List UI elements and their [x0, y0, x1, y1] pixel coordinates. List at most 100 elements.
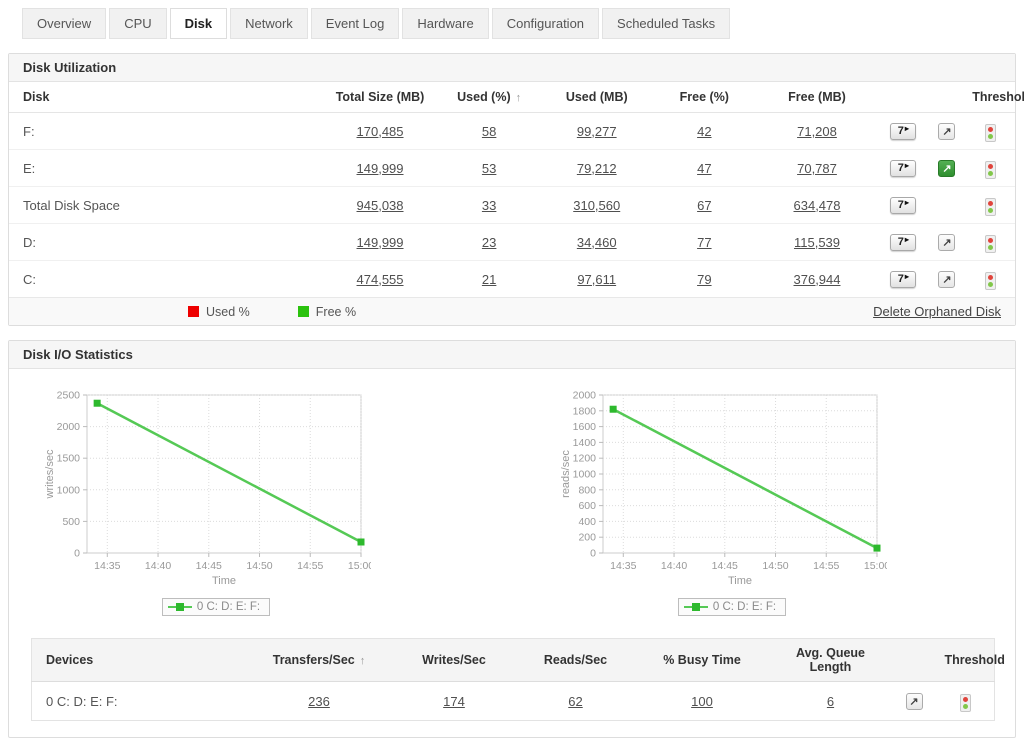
disk-label: C:: [23, 271, 36, 287]
disk-utilization-panel: Disk Utilization Disk Total Size (MB) Us…: [8, 53, 1024, 326]
total-size-link[interactable]: 170,485: [356, 123, 404, 139]
col-used-pct[interactable]: Used (%) ↑: [438, 82, 540, 113]
report-arrow-icon: ▸: [904, 234, 909, 244]
col-transfers[interactable]: Transfers/Sec ↑: [246, 638, 392, 682]
free-mb-link[interactable]: 71,208: [797, 123, 837, 139]
svg-text:200: 200: [578, 532, 596, 544]
used-mb-link[interactable]: 310,560: [573, 197, 621, 213]
writes-per-sec-chart: 0 500 1000 1500 2000 2500 14:35 14:40 14:45 14:50…: [41, 385, 374, 616]
sort-asc-icon: ↑: [359, 655, 366, 667]
io-stats-table: Devices Transfers/Sec ↑ Writes/Sec Reads/…: [31, 638, 1005, 721]
free-pct-link[interactable]: 77: [697, 234, 712, 250]
used-mb-link[interactable]: 99,277: [576, 123, 617, 139]
legend-free: Free %: [297, 305, 356, 319]
report-arrow-icon: ▸: [904, 197, 909, 207]
svg-text:2000: 2000: [57, 421, 81, 433]
used-pct-link[interactable]: 21: [481, 271, 497, 287]
graph-report-icon[interactable]: ↗: [938, 233, 956, 251]
svg-text:15:00: 15:00: [864, 560, 887, 572]
tab-hardware[interactable]: Hardware: [402, 8, 489, 39]
report-arrow-icon: ▸: [904, 271, 909, 281]
disk-usage-bar-cell: [128, 223, 322, 261]
graph-report-icon[interactable]: ↗: [938, 122, 956, 140]
delete-orphaned-disk-link[interactable]: Delete Orphaned Disk: [873, 304, 1001, 319]
free-pct-link[interactable]: 42: [697, 123, 712, 139]
free-pct-link[interactable]: 79: [697, 271, 712, 287]
tab-cpu[interactable]: CPU: [109, 8, 167, 39]
disk-row-total: Total Disk Space 945,038 33 310,560 67 6…: [9, 186, 1015, 224]
total-size-link[interactable]: 945,038: [356, 197, 404, 213]
svg-text:Time: Time: [728, 575, 752, 587]
report-7days-button[interactable]: 7 ▸: [890, 159, 917, 177]
report-7days-button[interactable]: 7 ▸: [890, 233, 917, 251]
tab-event-log[interactable]: Event Log: [310, 8, 400, 39]
disk-usage-bar-cell: [128, 186, 322, 224]
disk-io-panel: Disk I/O Statistics 0 500 1000 1500 2000 2500…: [8, 340, 1016, 738]
col-graph: [891, 638, 937, 682]
total-size-link[interactable]: 149,999: [356, 160, 404, 176]
used-mb-link[interactable]: 34,460: [576, 234, 617, 250]
report-arrow-icon: ▸: [904, 160, 909, 170]
col-devices: Devices: [31, 638, 247, 682]
svg-text:14:35: 14:35: [610, 560, 636, 572]
threshold-icon[interactable]: [985, 161, 997, 179]
tab-network[interactable]: Network: [230, 8, 308, 39]
col-busy: % Busy Time: [634, 638, 770, 682]
svg-text:1200: 1200: [573, 453, 597, 465]
svg-text:400: 400: [578, 516, 596, 528]
free-mb-link[interactable]: 634,478: [793, 197, 841, 213]
col-report: [878, 82, 928, 113]
graph-report-icon[interactable]: ↗: [938, 270, 956, 288]
svg-text:500: 500: [62, 516, 80, 528]
report-arrow-icon: ▸: [904, 123, 909, 133]
graph-report-icon[interactable]: ↗: [938, 159, 956, 177]
svg-text:0: 0: [74, 548, 80, 560]
writes-link[interactable]: 174: [443, 693, 465, 709]
col-graph: [927, 82, 967, 113]
total-size-link[interactable]: 474,555: [356, 271, 404, 287]
threshold-icon[interactable]: [959, 694, 971, 712]
used-pct-link[interactable]: 58: [481, 123, 497, 139]
svg-text:14:40: 14:40: [661, 560, 687, 572]
used-mb-link[interactable]: 79,212: [576, 160, 617, 176]
free-pct-link[interactable]: 67: [697, 197, 712, 213]
busy-time-link[interactable]: 100: [691, 693, 713, 709]
report-7days-button[interactable]: 7 ▸: [890, 270, 917, 288]
threshold-icon[interactable]: [985, 272, 997, 290]
used-pct-link[interactable]: 53: [481, 160, 497, 176]
svg-text:14:50: 14:50: [762, 560, 788, 572]
total-size-link[interactable]: 149,999: [356, 234, 404, 250]
disk-utilization-table: Disk Total Size (MB) Used (%) ↑ Used (MB)…: [9, 82, 1024, 297]
tab-disk[interactable]: Disk: [169, 8, 228, 39]
svg-text:1800: 1800: [573, 405, 597, 417]
device-label: 0 C: D: E: F:: [46, 693, 118, 709]
disk-row-e: E: 149,999 53 79,212 47 70,787 7 ▸ ↗: [9, 149, 1015, 187]
utilization-footer: Used % Free % Delete Orphaned Disk: [9, 297, 1015, 325]
disk-label: D:: [9, 223, 129, 261]
tab-bar: Overview CPU Disk Network Event Log Hard…: [22, 8, 1024, 39]
used-pct-link[interactable]: 23: [481, 234, 497, 250]
legend-used: Used %: [188, 305, 250, 319]
free-mb-link[interactable]: 70,787: [797, 160, 837, 176]
report-7days-button[interactable]: 7 ▸: [890, 196, 917, 214]
tab-configuration[interactable]: Configuration: [491, 8, 600, 39]
queue-length-link[interactable]: 6: [826, 693, 835, 709]
used-swatch-icon: [188, 306, 199, 317]
threshold-icon[interactable]: [985, 235, 997, 253]
transfers-link[interactable]: 236: [308, 693, 330, 709]
free-mb-link[interactable]: 376,944: [793, 271, 841, 287]
tab-overview[interactable]: Overview: [22, 8, 107, 39]
threshold-icon[interactable]: [985, 198, 997, 216]
reads-link[interactable]: 62: [568, 693, 583, 709]
svg-text:2500: 2500: [57, 390, 81, 402]
threshold-icon[interactable]: [985, 124, 997, 142]
sort-asc-icon: ↑: [515, 92, 522, 104]
col-threshold: Threshold: [936, 638, 1005, 682]
used-pct-link[interactable]: 33: [481, 197, 497, 213]
tab-scheduled-tasks[interactable]: Scheduled Tasks: [602, 8, 731, 39]
graph-report-icon[interactable]: ↗: [905, 692, 923, 710]
report-7days-button[interactable]: 7 ▸: [890, 122, 917, 140]
free-pct-link[interactable]: 47: [697, 160, 712, 176]
free-mb-link[interactable]: 115,539: [793, 234, 841, 250]
used-mb-link[interactable]: 97,611: [577, 271, 617, 287]
